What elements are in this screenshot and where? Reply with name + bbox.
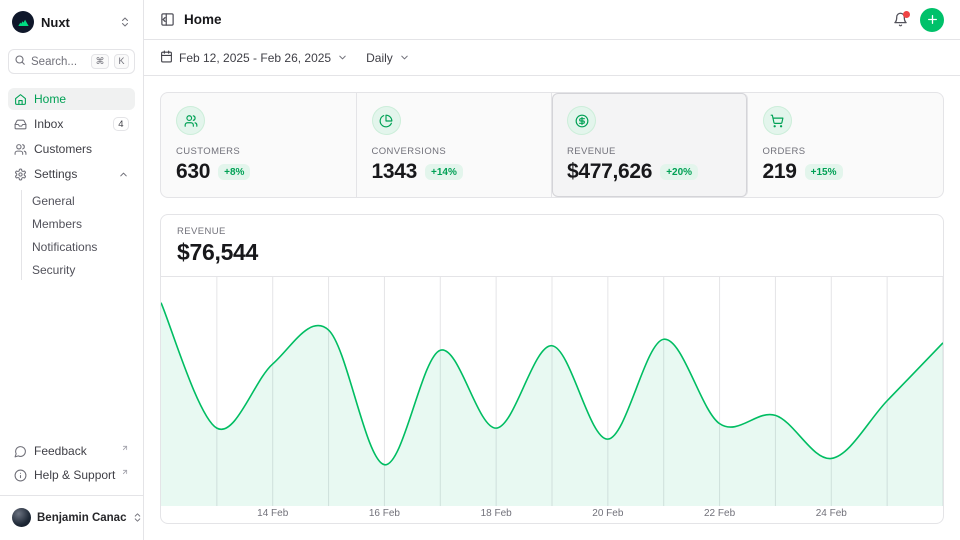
sidebar-item-members[interactable]: Members	[26, 213, 135, 234]
stat-delta-badge: +20%	[660, 164, 698, 180]
chart-metric-label: REVENUE	[177, 226, 927, 237]
users-icon	[176, 106, 205, 135]
x-axis-label: 14 Feb	[257, 508, 288, 519]
nuxt-logo-icon	[12, 11, 34, 33]
sidebar-item-label: Customers	[34, 142, 129, 156]
external-link-icon	[121, 444, 129, 452]
page-content: CUSTOMERS 630 +8% CONVERSIONS 1343 +14%	[144, 76, 960, 540]
stat-label: CUSTOMERS	[176, 146, 341, 157]
settings-submenu: General Members Notifications Security	[21, 190, 135, 280]
user-name: Benjamin Canac	[37, 512, 126, 524]
sidebar-item-notifications[interactable]: Notifications	[26, 236, 135, 257]
search-input[interactable]	[31, 56, 86, 68]
sidebar-item-inbox[interactable]: Inbox 4	[8, 113, 135, 135]
granularity-label: Daily	[366, 51, 393, 65]
chart-plot-area[interactable]	[161, 277, 943, 506]
stat-value: 630	[176, 160, 210, 184]
sidebar-item-label: Inbox	[34, 117, 106, 131]
stat-value: 1343	[372, 160, 418, 184]
team-switcher[interactable]: Nuxt	[8, 8, 135, 36]
chevron-down-icon	[337, 52, 348, 63]
stat-label: CONVERSIONS	[372, 146, 537, 157]
stat-label: ORDERS	[763, 146, 929, 157]
gear-icon	[14, 168, 27, 181]
x-axis-label: 18 Feb	[481, 508, 512, 519]
feedback-link[interactable]: Feedback	[8, 440, 135, 462]
stat-card-orders[interactable]: ORDERS 219 +15%	[748, 93, 944, 197]
calendar-icon	[160, 50, 173, 66]
stat-delta-badge: +8%	[218, 164, 250, 180]
x-axis-label: 20 Feb	[592, 508, 623, 519]
info-circle-icon	[14, 469, 27, 482]
sidebar-footer: Feedback Help & Support Benjamin Canac	[8, 440, 135, 532]
sidebar-item-security[interactable]: Security	[26, 259, 135, 280]
sidebar: Nuxt ⌘ K Home Inb	[0, 0, 144, 540]
search-icon	[14, 54, 26, 69]
stat-delta-badge: +15%	[805, 164, 843, 180]
search-box[interactable]: ⌘ K	[8, 49, 135, 74]
chevron-up-icon	[118, 169, 129, 180]
x-axis-label: 24 Feb	[816, 508, 847, 519]
sidebar-nav: Home Inbox 4 Customers Settings	[8, 88, 135, 280]
filter-toolbar: Feb 12, 2025 - Feb 26, 2025 Daily	[144, 40, 960, 76]
stat-value: $477,626	[567, 160, 652, 184]
pie-chart-icon	[372, 106, 401, 135]
chevron-down-icon	[399, 52, 410, 63]
app-window: Nuxt ⌘ K Home Inb	[0, 0, 960, 540]
help-support-link[interactable]: Help & Support	[8, 464, 135, 486]
users-icon	[14, 143, 27, 156]
sidebar-collapse-icon[interactable]	[160, 12, 175, 27]
sidebar-item-settings[interactable]: Settings	[8, 163, 135, 185]
team-name: Nuxt	[41, 15, 112, 30]
stat-card-revenue[interactable]: REVENUE $477,626 +20%	[552, 93, 748, 197]
chevrons-up-down-icon	[119, 16, 131, 28]
avatar	[12, 508, 31, 527]
x-axis-label: 22 Feb	[704, 508, 735, 519]
stat-card-conversions[interactable]: CONVERSIONS 1343 +14%	[357, 93, 553, 197]
stats-row: CUSTOMERS 630 +8% CONVERSIONS 1343 +14%	[160, 92, 944, 198]
add-button[interactable]	[920, 8, 944, 32]
granularity-select[interactable]: Daily	[366, 51, 410, 65]
stat-delta-badge: +14%	[425, 164, 463, 180]
chart-x-axis: 14 Feb 16 Feb 18 Feb 20 Feb 22 Feb 24 Feb	[161, 506, 943, 523]
kbd-cmd: ⌘	[91, 54, 109, 69]
chevrons-up-down-icon	[132, 512, 143, 523]
main-area: Home Feb 12, 2025 - Feb 26, 2025	[144, 0, 960, 540]
revenue-chart-card: REVENUE $76,544 14 Feb 16 Feb 18 Feb 20 Feb…	[160, 214, 944, 524]
stat-label: REVENUE	[567, 146, 732, 157]
sidebar-item-label: Settings	[34, 167, 111, 181]
notifications-button[interactable]	[893, 12, 908, 27]
home-icon	[14, 93, 27, 106]
top-header: Home	[144, 0, 960, 40]
divider	[0, 495, 143, 496]
sidebar-item-label: Home	[34, 92, 129, 106]
shopping-cart-icon	[763, 106, 792, 135]
kbd-k: K	[114, 54, 129, 69]
date-range-label: Feb 12, 2025 - Feb 26, 2025	[179, 51, 331, 65]
dollar-circle-icon	[567, 106, 596, 135]
chart-header: REVENUE $76,544	[161, 215, 943, 277]
revenue-chart	[161, 277, 943, 506]
chart-metric-value: $76,544	[177, 239, 927, 266]
page-title: Home	[184, 12, 222, 27]
inbox-count-badge: 4	[113, 117, 129, 131]
sidebar-item-home[interactable]: Home	[8, 88, 135, 110]
date-range-picker[interactable]: Feb 12, 2025 - Feb 26, 2025	[160, 50, 348, 66]
sidebar-item-customers[interactable]: Customers	[8, 138, 135, 160]
sidebar-item-general[interactable]: General	[26, 190, 135, 211]
stat-value: 219	[763, 160, 797, 184]
x-axis-label: 16 Feb	[369, 508, 400, 519]
stat-card-customers[interactable]: CUSTOMERS 630 +8%	[161, 93, 357, 197]
message-circle-icon	[14, 445, 27, 458]
plus-icon	[926, 13, 939, 26]
external-link-icon	[121, 468, 129, 476]
notification-dot	[903, 11, 910, 18]
user-menu[interactable]: Benjamin Canac	[8, 505, 135, 532]
inbox-icon	[14, 118, 27, 131]
